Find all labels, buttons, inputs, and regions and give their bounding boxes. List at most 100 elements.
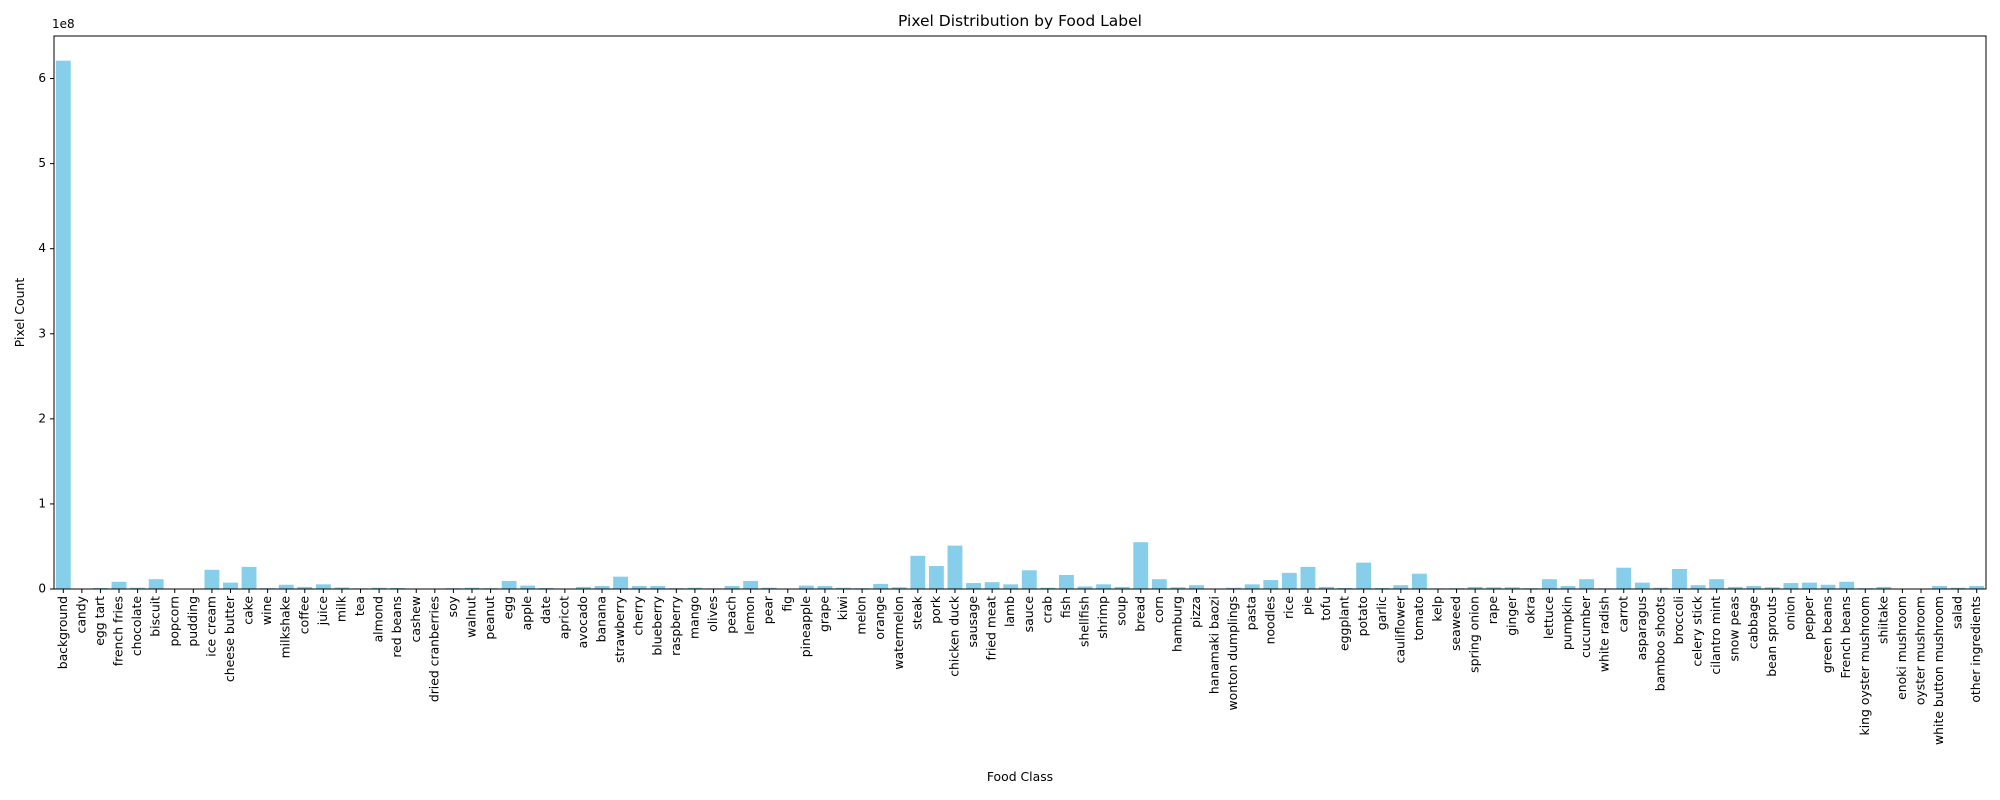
x-tick-label: pineapple (798, 596, 813, 657)
bar-72 (1393, 585, 1409, 589)
x-tick-label: lettuce (1541, 596, 1556, 639)
bar-18 (390, 587, 406, 589)
bar-81 (1560, 586, 1576, 589)
x-tick-label: broccoli (1671, 596, 1686, 644)
x-tick-label: lemon (742, 596, 757, 635)
bar-78 (1504, 587, 1520, 589)
x-tick-label: cherry (631, 596, 646, 636)
bar-52 (1021, 570, 1037, 589)
bar-70 (1356, 562, 1372, 589)
x-tick-label: seaweed (1448, 596, 1463, 651)
x-tick-label: coffee (296, 596, 311, 634)
x-tick-label: pudding (185, 596, 200, 647)
bar-96 (1839, 581, 1855, 589)
bar-15 (334, 587, 350, 589)
bar-2 (93, 587, 108, 589)
x-tick-label: hamburg (1169, 596, 1184, 652)
bar-68 (1319, 586, 1334, 589)
x-tick-label: tea (352, 596, 367, 616)
x-tick-label: egg tart (92, 596, 107, 646)
x-tick-label: cashew (408, 596, 423, 642)
x-tick-label: soy (445, 596, 460, 617)
bar-13 (297, 586, 313, 589)
x-tick-label: asparagus (1634, 596, 1649, 660)
bar-88 (1690, 585, 1706, 589)
x-tick-label: raspberry (668, 596, 683, 656)
x-tick-label: peanut (482, 596, 497, 640)
x-tick-label: walnut (463, 596, 478, 638)
bar-94 (1802, 582, 1817, 589)
y-tick-label: 6 (38, 71, 46, 85)
x-tick-label: banana (594, 596, 609, 642)
bar-61 (1189, 585, 1204, 589)
bar-34 (687, 587, 703, 589)
bar-28 (576, 586, 591, 589)
bar-85 (1634, 582, 1650, 589)
bar-47 (928, 566, 944, 589)
x-tick-label: ginger (1504, 595, 1519, 636)
bar-67 (1300, 566, 1316, 589)
x-tick-label: fig (779, 596, 794, 612)
bar-93 (1783, 583, 1799, 589)
bar-64 (1244, 584, 1260, 589)
bar-8 (204, 569, 220, 589)
x-tick-label: white button mushroom (1931, 596, 1946, 745)
x-tick-label: dried cranberries (426, 596, 441, 702)
x-tick-label: cauliflower (1392, 595, 1407, 663)
x-tick-label: kiwi (835, 596, 850, 620)
bar-5 (148, 579, 164, 589)
bar-87 (1672, 569, 1687, 589)
bar-14 (315, 584, 331, 589)
x-tick-label: noodles (1262, 596, 1277, 644)
bar-51 (1003, 584, 1019, 589)
bar-58 (1133, 542, 1149, 589)
bar-49 (966, 583, 981, 589)
x-tick-label: pepper (1801, 595, 1816, 640)
x-tick-label: rape (1485, 596, 1500, 624)
bar-69 (1337, 587, 1353, 589)
x-tick-label: wonton dumplings (1225, 596, 1240, 711)
x-tick-label: olives (705, 596, 720, 632)
x-tick-label: rice (1281, 596, 1296, 619)
y-scale-label: 1e8 (52, 17, 75, 31)
x-tick-label: popcorn (166, 596, 181, 646)
y-tick-label: 1 (38, 496, 46, 510)
bar-9 (223, 582, 238, 589)
x-tick-label: eggplant (1337, 596, 1352, 651)
x-tick-label: French beans (1838, 596, 1853, 679)
x-tick-label: apple (519, 596, 534, 630)
y-tick-label: 3 (38, 326, 46, 340)
x-tick-label: enoki mushroom (1894, 596, 1909, 700)
y-axis-ticks: 0 1 2 3 4 5 6 (38, 71, 54, 596)
x-tick-label: hanamaki baozi (1207, 596, 1222, 694)
x-tick-label: okra (1522, 596, 1537, 623)
bar-77 (1486, 587, 1502, 589)
x-tick-label: milkshake (278, 596, 293, 658)
bar-40 (798, 585, 814, 589)
x-tick-label: kelp (1429, 596, 1444, 622)
bar-53 (1040, 587, 1056, 589)
bar-4 (130, 587, 146, 589)
x-tick-label: chicken duck (946, 595, 961, 677)
x-tick-label: crab (1039, 596, 1054, 623)
x-axis-ticks: background candy egg tart french fries choco… (55, 589, 1983, 745)
bars-group (55, 60, 1985, 590)
x-tick-label: shiitake (1875, 596, 1890, 644)
x-tick-label: cucumber (1578, 595, 1593, 658)
x-tick-label: bamboo shoots (1652, 596, 1667, 691)
bar-59 (1151, 579, 1167, 589)
bar-46 (910, 555, 926, 589)
x-tick-label: king oyster mushroom (1857, 596, 1872, 735)
bar-36 (724, 586, 740, 589)
x-tick-label: peach (724, 596, 739, 634)
x-tick-label: lamb (1002, 596, 1017, 627)
x-tick-label: pumpkin (1560, 596, 1575, 650)
bar-103 (1969, 586, 1985, 589)
x-tick-label: pear (761, 595, 776, 624)
bar-91 (1746, 586, 1762, 589)
x-tick-label: onion (1782, 596, 1797, 630)
x-tick-label: egg (501, 596, 516, 619)
bar-80 (1542, 579, 1557, 589)
bar-55 (1077, 586, 1093, 589)
x-tick-label: milk (333, 595, 348, 622)
